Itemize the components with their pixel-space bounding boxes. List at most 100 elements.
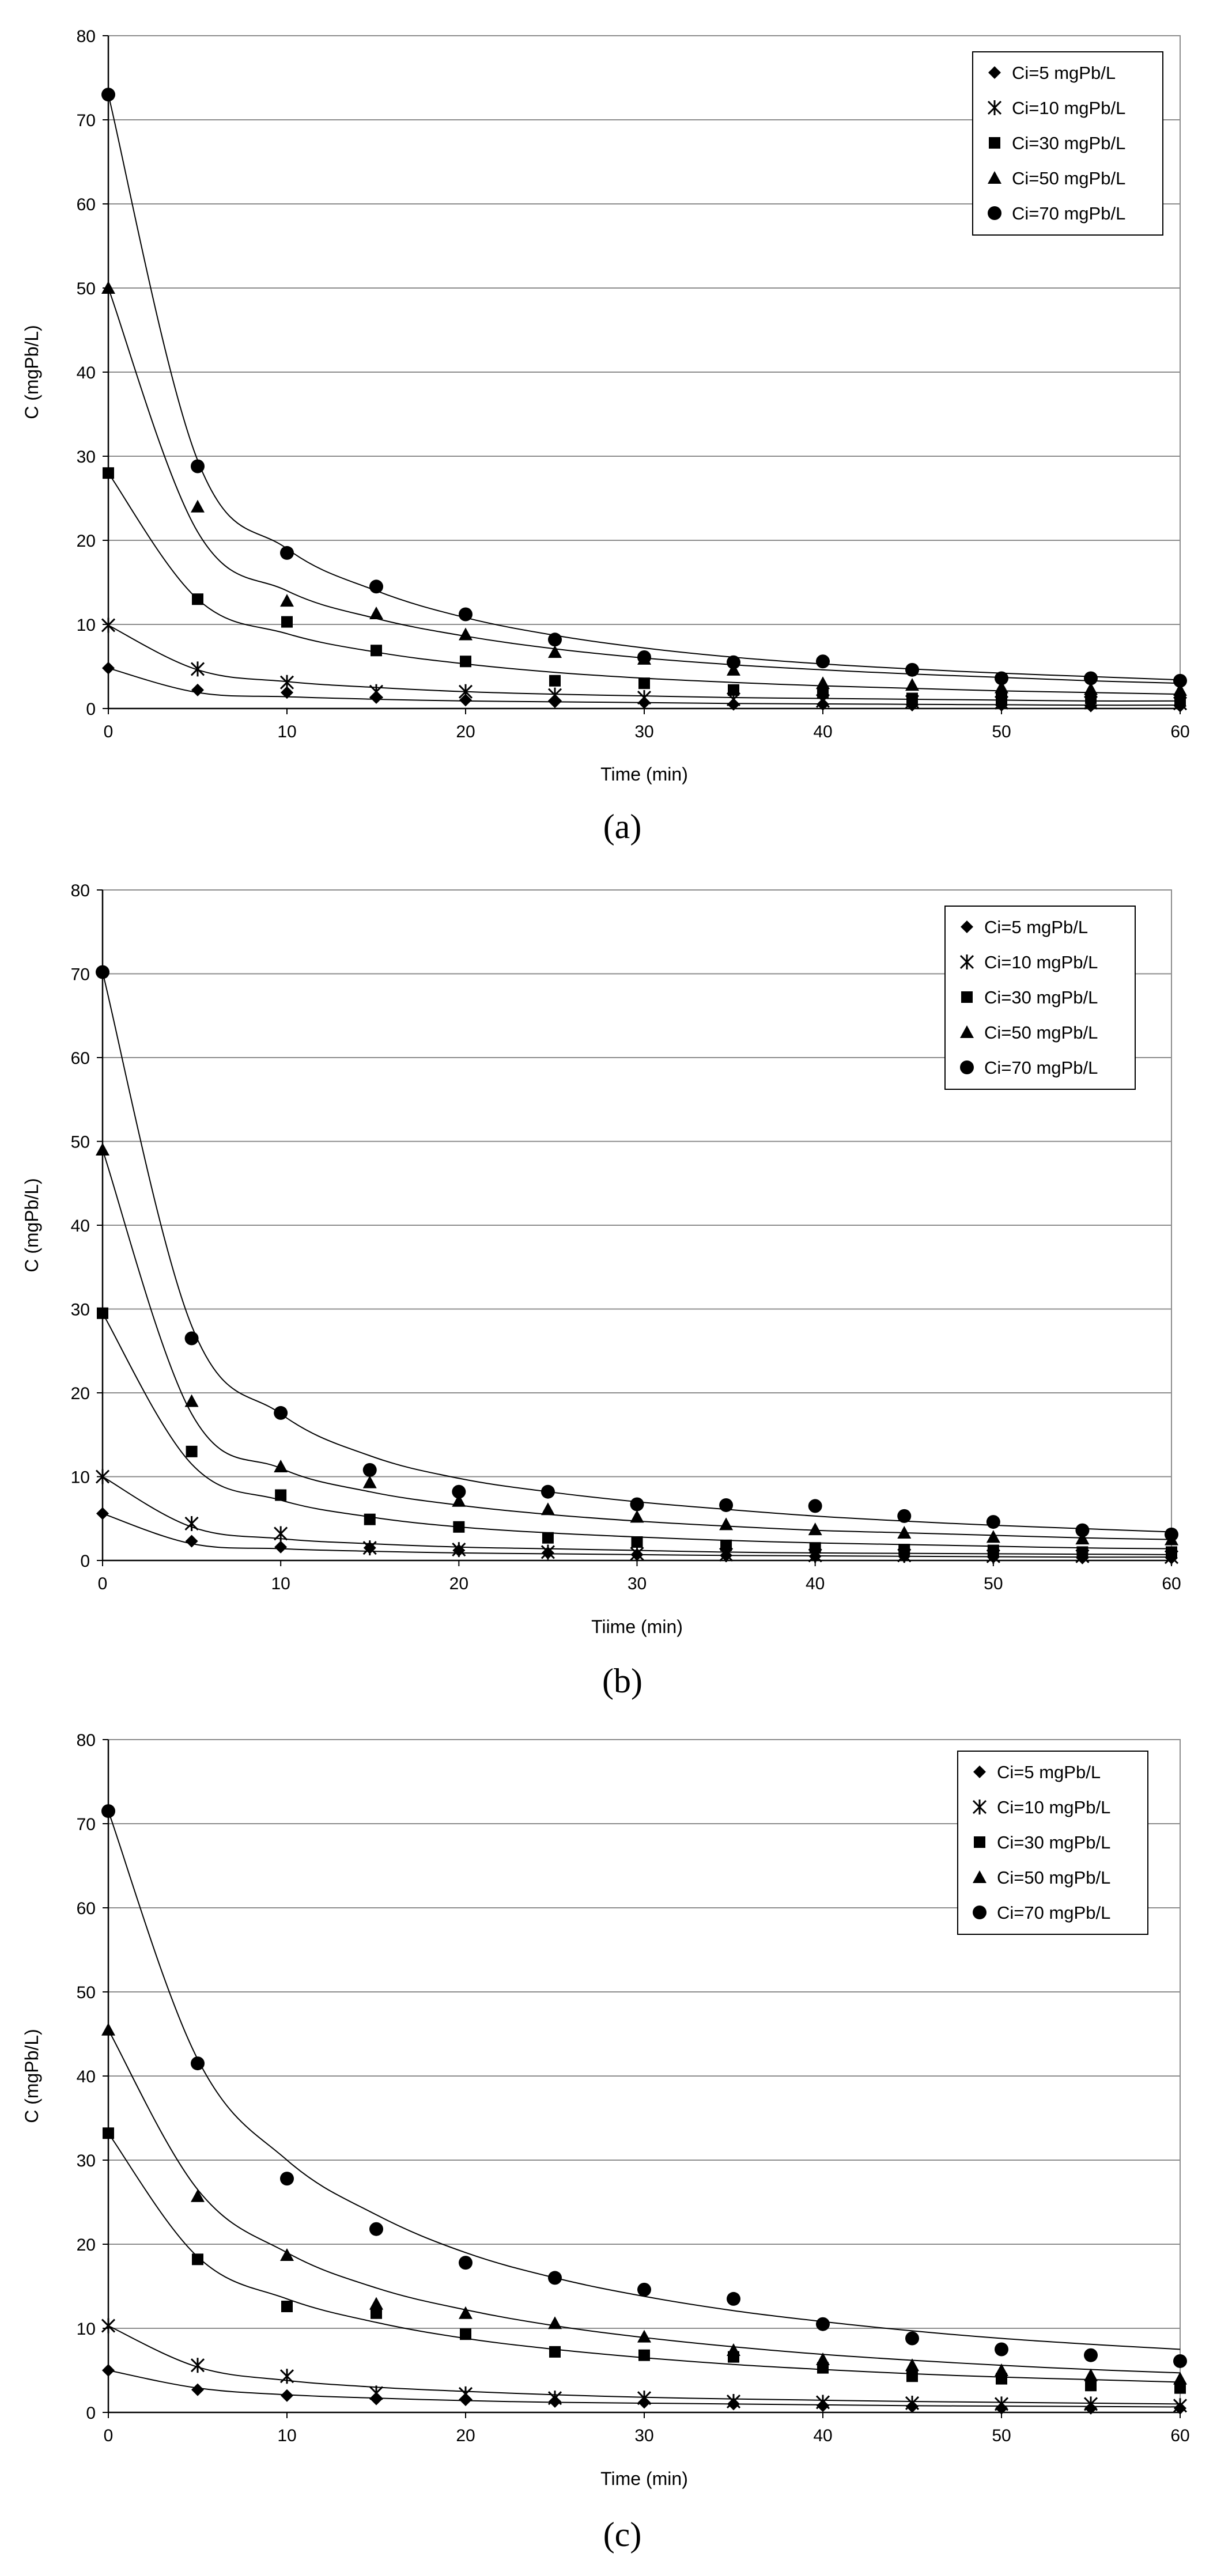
series-5	[96, 965, 1178, 1541]
x-tick-label: 30	[628, 1574, 647, 1593]
data-point	[816, 676, 830, 690]
data-point	[1076, 1546, 1089, 1558]
legend-box	[957, 1751, 1148, 1935]
panel-label: (c)	[603, 2516, 642, 2554]
data-point	[905, 2395, 920, 2411]
data-point	[190, 2358, 205, 2373]
y-tick-label: 70	[77, 111, 96, 130]
legend-marker	[961, 991, 973, 1003]
legend-label: Ci=10 mgPb/L	[984, 952, 1098, 972]
data-point	[102, 661, 115, 675]
data-point	[281, 686, 293, 699]
data-point	[459, 694, 472, 707]
x-tick-label: 20	[456, 2426, 475, 2445]
legend-label: Ci=70 mgPb/L	[997, 1903, 1110, 1923]
data-point	[815, 2395, 830, 2410]
data-point	[986, 1515, 1000, 1529]
data-point	[548, 2271, 562, 2285]
series-3	[103, 467, 1186, 706]
series-3	[97, 1307, 1177, 1558]
legend-marker	[973, 1906, 987, 1919]
data-point	[1166, 1546, 1177, 1558]
data-point	[184, 1516, 199, 1531]
y-tick-label: 10	[71, 1468, 90, 1487]
data-point	[1173, 683, 1187, 696]
data-point	[281, 2301, 293, 2313]
data-point	[280, 594, 294, 607]
data-point	[96, 965, 109, 979]
data-point	[1083, 2396, 1098, 2412]
y-tick-label: 60	[77, 1899, 96, 1918]
data-point	[1174, 694, 1186, 706]
data-point	[364, 1513, 376, 1525]
chart-panel-1: 0 10 20 30 40 50 60 70 80 0 10 20 30 40 50 60 Time (min)…	[21, 27, 1190, 846]
y-tick-label: 40	[77, 363, 96, 382]
data-point	[906, 2370, 918, 2382]
x-tick-label: 50	[984, 1574, 1003, 1593]
y-tick-label: 10	[77, 2320, 96, 2339]
y-tick-label: 40	[71, 1217, 90, 1236]
data-point	[727, 655, 740, 669]
data-point	[726, 2394, 741, 2410]
legend-box	[972, 51, 1163, 236]
data-point	[458, 684, 473, 699]
y-tick-label: 70	[77, 1815, 96, 1834]
data-point	[1173, 2372, 1187, 2385]
data-point	[184, 1394, 199, 1407]
fit-curve-5	[108, 1810, 1181, 2350]
data-point	[808, 1522, 822, 1536]
data-point	[547, 2391, 562, 2406]
data-point	[995, 2342, 1008, 2357]
legend-marker	[961, 920, 973, 933]
data-point	[1173, 673, 1187, 688]
y-tick-label: 0	[86, 700, 96, 719]
x-tick-label: 0	[104, 2426, 114, 2445]
data-point	[720, 1539, 732, 1551]
y-tick-label: 20	[77, 2236, 96, 2255]
legend-label: Ci=50 mgPb/L	[997, 1867, 1110, 1888]
x-tick-label: 20	[449, 1574, 468, 1593]
data-point	[191, 683, 204, 696]
data-point	[191, 499, 205, 513]
fit-curve-4	[102, 1149, 1172, 1540]
series-1	[102, 2364, 1186, 2415]
data-point	[541, 1544, 555, 1560]
data-point	[452, 1542, 466, 1558]
chart-panel-2: 0 10 20 30 40 50 60 70 80 0 10 20 30 40 50 60 Tiime (min…	[21, 881, 1181, 1700]
data-point	[897, 1525, 912, 1539]
legend-label: Ci=5 mgPb/L	[1012, 63, 1116, 83]
series-5	[101, 1804, 1187, 2368]
data-point	[452, 1484, 466, 1499]
data-point	[274, 1526, 288, 1541]
data-point	[369, 2297, 383, 2310]
data-point	[994, 2396, 1009, 2412]
data-point	[101, 281, 115, 294]
legend-marker	[972, 1800, 987, 1814]
data-point	[1173, 2354, 1187, 2368]
data-point	[630, 1546, 644, 1562]
data-point	[1084, 2348, 1098, 2362]
data-point	[728, 684, 739, 696]
data-point	[191, 2383, 204, 2396]
data-point	[101, 618, 116, 633]
y-tick-label: 80	[77, 1731, 96, 1750]
data-point	[184, 1331, 199, 1346]
data-point	[191, 2056, 205, 2071]
data-point	[369, 684, 384, 699]
x-tick-label: 20	[456, 722, 475, 741]
data-point	[453, 1521, 465, 1533]
fit-curve-5	[108, 94, 1181, 681]
series-4	[101, 281, 1187, 696]
legend-label: Ci=70 mgPb/L	[1012, 203, 1125, 223]
data-point	[192, 2253, 203, 2266]
series-2	[101, 2318, 1188, 2414]
data-point	[816, 2317, 830, 2331]
data-point	[905, 2358, 919, 2372]
data-point	[1075, 1523, 1090, 1537]
data-point	[460, 2328, 471, 2340]
legend-label: Ci=30 mgPb/L	[997, 1832, 1110, 1853]
legend-label: Ci=5 mgPb/L	[997, 1762, 1101, 1782]
data-point	[369, 607, 383, 620]
data-point	[631, 1536, 643, 1548]
legend-label: Ci=30 mgPb/L	[1012, 133, 1125, 153]
